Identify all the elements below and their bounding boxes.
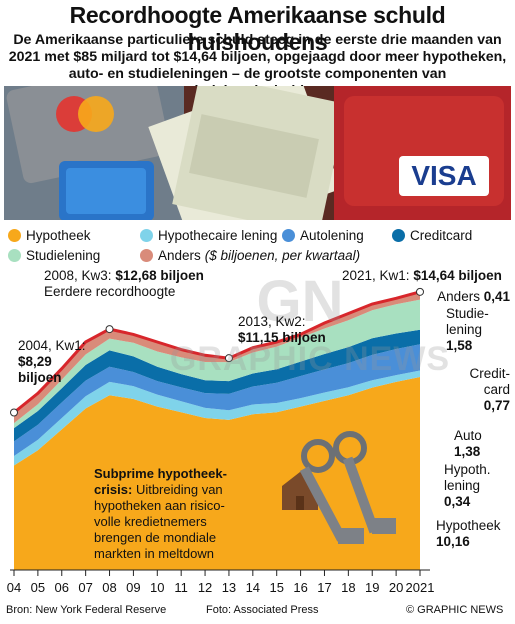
area-studielening — [14, 299, 420, 429]
legend-label: Hypothecaire lening — [158, 228, 278, 243]
legend-swatch — [140, 249, 153, 262]
annotation-2008-value: $12,68 biljoen — [115, 268, 204, 283]
legend-item-hypothecaire-lening: Hypothecaire lening — [140, 228, 277, 243]
end-label-auto: Auto 1,38 — [454, 428, 510, 460]
end-label-name: Anders — [437, 289, 480, 304]
legend-swatch — [282, 229, 295, 242]
x-tick-label: 11 — [174, 580, 188, 595]
svg-text:VISA: VISA — [411, 160, 476, 191]
header-photo: VISA — [4, 86, 511, 220]
annotation-2008: 2008, Kw3: $12,68 biljoen Eerdere record… — [44, 268, 204, 300]
annotation-2004-date: 2004, Kw1: — [18, 338, 86, 353]
legend: Hypotheek Hypothecaire lening Autolening… — [6, 224, 511, 270]
legend-unit-note: ($ biljoenen, per kwartaal) — [204, 248, 361, 263]
end-label-value: 10,16 — [436, 534, 470, 549]
marker-2013 — [224, 354, 233, 363]
area-hypothecaire-lening — [14, 370, 420, 466]
legend-item-hypotheek: Hypotheek — [8, 228, 91, 243]
x-tick-label: 08 — [102, 580, 116, 595]
chart-area: 04 05 06 07 08 09 10 11 12 13 14 15 16 17 18 19 20 2021 — [0, 266, 515, 606]
end-label-value: 0,77 — [483, 398, 510, 413]
legend-item-creditcard: Creditcard — [392, 228, 472, 243]
annotation-2021-value: $14,64 biljoen — [413, 268, 502, 283]
end-label-name: Hypoth. lening — [444, 462, 491, 493]
x-tick-label: 19 — [365, 580, 379, 595]
legend-label: Hypotheek — [26, 228, 91, 243]
page-title: Recordhoogte Amerikaanse schuld huishoud… — [69, 2, 446, 55]
legend-label: Autolening — [300, 228, 364, 243]
end-label-name: Studie-lening — [446, 306, 489, 337]
watermark-text: GRAPHIC NEWS — [169, 340, 451, 378]
x-tick-label: 10 — [150, 580, 164, 595]
annotation-2008-note: Eerdere recordhoogte — [44, 284, 176, 299]
marker-2021 — [416, 287, 424, 296]
end-label-value: 1,58 — [446, 338, 473, 353]
x-tick-label: 04 — [7, 580, 21, 595]
annotation-2013-value: $11,15 biljoen — [238, 330, 326, 345]
end-label-name: Hypotheek — [436, 518, 501, 533]
marker-2008 — [105, 325, 114, 334]
annotation-2021-date: 2021, Kw1: — [342, 268, 410, 283]
x-tick-label: 2021 — [406, 580, 435, 595]
end-label-anders: Anders 0,41 — [428, 289, 510, 305]
legend-swatch — [8, 249, 21, 262]
annotation-crisis: Subprime hypotheek-crisis: Uitbreiding v… — [94, 466, 244, 562]
total-line — [13, 290, 421, 414]
annotation-2013-date: 2013, Kw2: — [238, 314, 306, 329]
legend-item-anders: Anders ($ biljoenen, per kwartaal) — [140, 248, 360, 263]
annotation-2004-unit: biljoen — [18, 370, 62, 385]
end-label-value: 1,38 — [454, 444, 481, 459]
x-tick-label: 06 — [55, 580, 69, 595]
x-tick-label: 13 — [222, 580, 236, 595]
legend-swatch — [8, 229, 21, 242]
x-tick-label: 12 — [198, 580, 212, 595]
legend-label: Creditcard — [410, 228, 473, 243]
legend-item-studielening: Studielening — [8, 248, 100, 263]
legend-swatch — [392, 229, 405, 242]
end-label-studielening: Studie-lening 1,58 — [446, 306, 510, 354]
area-autolening — [14, 344, 420, 456]
legend-label: Anders — [158, 248, 201, 263]
footer-photo-credit: Foto: Associated Press — [206, 604, 319, 616]
footer-source: Bron: New York Federal Reserve — [6, 604, 167, 616]
end-label-creditcard: Credit-card 0,77 — [458, 366, 510, 414]
annotation-2004-value: $8,29 — [18, 354, 52, 369]
photo-illustration: VISA — [4, 86, 511, 220]
end-label-hypothecaire-lening: Hypoth. lening 0,34 — [444, 462, 510, 510]
annotation-crisis-text: Uitbreiding van hypotheken aan risico-vo… — [94, 482, 225, 561]
footer-copyright: © GRAPHIC NEWS — [406, 604, 504, 616]
x-tick-label: 14 — [246, 580, 260, 595]
x-tick-label: 16 — [293, 580, 307, 595]
keys-illustration — [282, 431, 396, 544]
x-tick-label: 07 — [78, 580, 92, 595]
end-label-value: 0,34 — [444, 494, 471, 509]
x-tick-label: 17 — [317, 580, 331, 595]
watermark-logo: GN — [256, 269, 344, 334]
x-axis-band — [10, 570, 450, 600]
end-label-value: 0,41 — [483, 289, 510, 304]
legend-item-autolening: Autolening — [282, 228, 364, 243]
end-label-name: Credit-card — [469, 366, 510, 397]
x-tick-label: 09 — [126, 580, 140, 595]
legend-label: Studielening — [26, 248, 101, 263]
annotation-2004: 2004, Kw1: $8,29 biljoen — [18, 338, 86, 386]
x-tick-label: 18 — [341, 580, 355, 595]
area-hypotheek — [14, 377, 420, 570]
annotation-2013: 2013, Kw2: $11,15 biljoen — [238, 314, 326, 346]
end-label-hypotheek: Hypotheek 10,16 — [436, 518, 510, 550]
end-label-name: Auto — [454, 428, 482, 443]
legend-swatch — [140, 229, 153, 242]
annotation-crisis-title: Subprime hypotheek-crisis: — [94, 466, 227, 497]
x-tick-label: 05 — [31, 580, 45, 595]
marker-2004 — [10, 408, 18, 417]
annotation-2021: 2021, Kw1: $14,64 biljoen — [342, 268, 502, 284]
x-tick-label: 20 — [389, 580, 403, 595]
area-creditcard — [14, 329, 420, 442]
stacked-area-chart: 04 05 06 07 08 09 10 11 12 13 14 15 16 17 18 19 20 2021 — [7, 287, 450, 600]
annotation-2008-date: 2008, Kw3: — [44, 268, 112, 283]
x-tick-label: 15 — [269, 580, 283, 595]
